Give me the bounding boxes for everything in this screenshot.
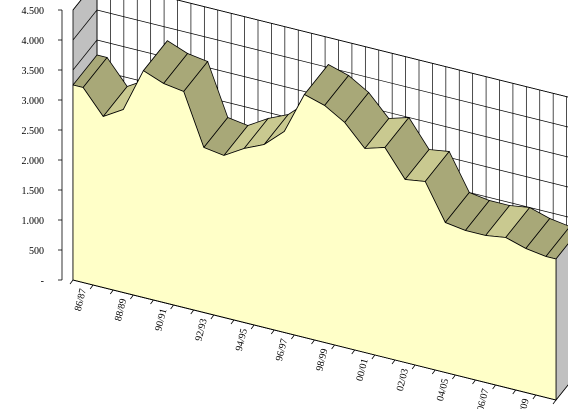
x-axis-tick <box>532 394 537 400</box>
x-tick-label: 96/97 <box>274 338 290 363</box>
x-tick-label: 06/07 <box>475 388 491 409</box>
axes <box>58 9 557 405</box>
x-tick-label: 94/95 <box>234 328 250 353</box>
y-tick-label: 2.000 <box>22 156 45 167</box>
y-tick-label: 4.000 <box>22 36 45 47</box>
x-axis-tick <box>210 314 215 320</box>
y-tick-label: 1.000 <box>22 216 45 227</box>
x-axis-tick <box>109 289 114 295</box>
y-tick-label: 3.000 <box>22 96 45 107</box>
y-tick-label: 4.500 <box>22 6 45 17</box>
x-axis-tick <box>250 324 255 330</box>
y-tick-label: 2.500 <box>22 126 45 137</box>
x-tick-label: 98/99 <box>314 348 330 373</box>
x-tick-label: 00/01 <box>355 358 371 383</box>
x-axis-tick <box>492 384 496 390</box>
x-tick-label: 08/09 <box>516 398 532 409</box>
x-axis-tick <box>452 374 456 380</box>
area-front-face <box>72 70 557 401</box>
x-axis-tick <box>512 389 517 395</box>
x-tick-label: 88/89 <box>113 298 129 323</box>
x-axis-tick <box>291 334 295 340</box>
x-axis-tick <box>552 399 557 405</box>
x-axis-tick <box>472 379 476 385</box>
plot-area <box>72 0 568 402</box>
x-axis-tick <box>150 299 154 305</box>
y-tick-label: 3.500 <box>22 66 45 77</box>
x-axis-tick <box>170 304 174 310</box>
x-tick-label: 02/03 <box>395 368 411 393</box>
x-axis-tick <box>230 319 235 325</box>
x-axis-labels: 86/87 88/89 90/91 92/93 94/95 96/97 98/9… <box>73 288 532 409</box>
y-tick-label: 1.500 <box>22 186 45 197</box>
x-axis-tick <box>411 364 416 370</box>
x-tick-label: 86/87 <box>73 288 89 313</box>
x-axis-tick <box>270 329 275 335</box>
x-axis-tick <box>69 279 74 285</box>
gridline-side <box>72 0 82 11</box>
x-axis-tick <box>391 359 396 365</box>
x-axis-tick <box>130 294 134 300</box>
gridline-side <box>72 39 98 71</box>
y-tick-label: 500 <box>29 246 44 257</box>
x-tick-label: 90/91 <box>153 308 169 333</box>
x-axis-tick <box>89 284 94 290</box>
x-axis-tick <box>311 339 315 345</box>
x-axis-tick <box>331 344 335 350</box>
x-axis-tick <box>431 369 436 375</box>
gridline-side <box>72 9 98 41</box>
x-axis-tick <box>190 309 195 315</box>
x-axis-tick <box>351 349 356 355</box>
x-axis-tick <box>371 354 376 360</box>
y-tick-label: - <box>41 276 44 287</box>
x-tick-label: 04/05 <box>435 378 451 403</box>
y-axis-labels: - 500 1.000 1.500 2.000 2.500 3.000 3.50… <box>22 6 45 287</box>
x-tick-label: 92/93 <box>194 318 210 343</box>
